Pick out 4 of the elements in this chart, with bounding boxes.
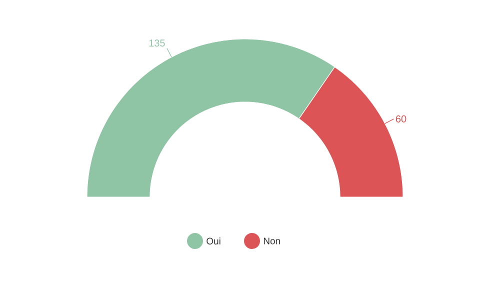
legend-label: Oui	[206, 238, 220, 244]
data-label: 135	[149, 39, 165, 47]
data-label: 60	[396, 115, 406, 122]
legend-label: Non	[264, 238, 280, 244]
